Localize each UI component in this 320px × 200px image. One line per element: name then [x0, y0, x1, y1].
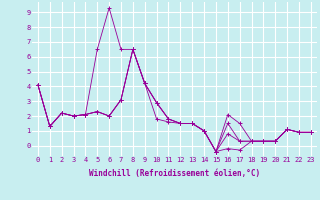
X-axis label: Windchill (Refroidissement éolien,°C): Windchill (Refroidissement éolien,°C) [89, 169, 260, 178]
